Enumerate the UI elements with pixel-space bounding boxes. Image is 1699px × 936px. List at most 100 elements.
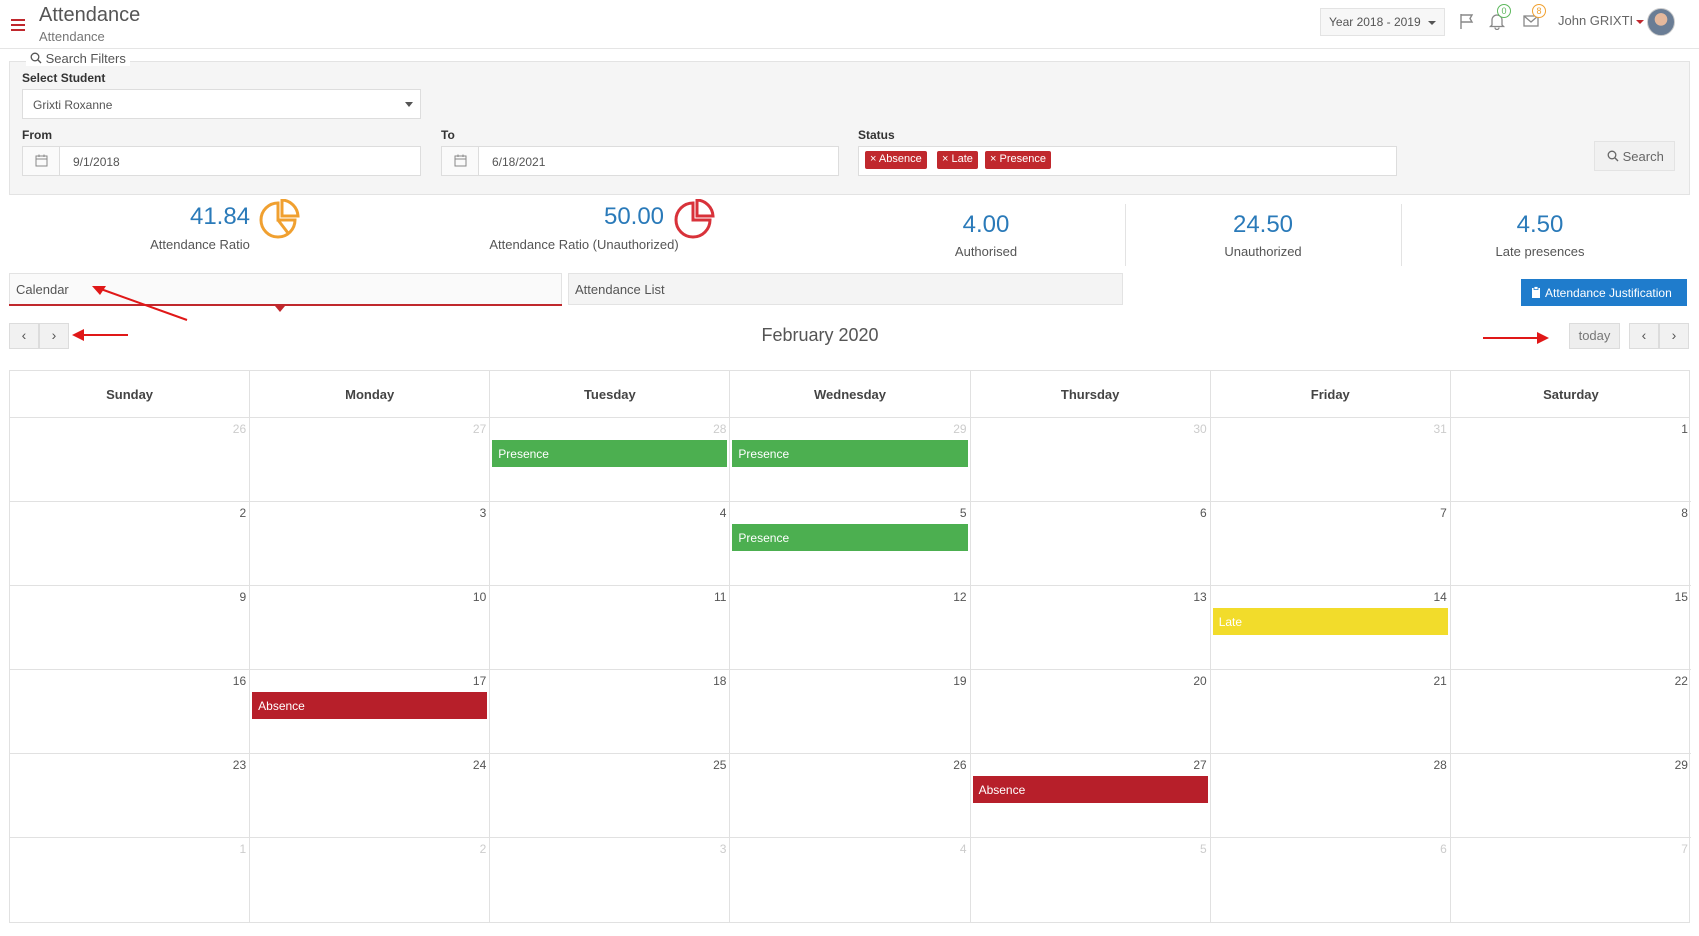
calendar-day-cell[interactable]: 24: [250, 754, 491, 838]
calendar-day-cell[interactable]: 11: [490, 586, 731, 670]
calendar-day-cell[interactable]: 29: [1450, 754, 1691, 838]
calendar-day-cell[interactable]: 10: [250, 586, 491, 670]
calendar-day-cell[interactable]: 8: [1450, 502, 1691, 586]
attendance-event-absence[interactable]: Absence: [252, 692, 488, 719]
calendar-day-cell[interactable]: 16: [10, 670, 251, 754]
calendar-day-cell[interactable]: 6: [1211, 838, 1451, 922]
annotation-arrow-icon: [1483, 332, 1549, 344]
user-name[interactable]: John GRIXTI: [1558, 13, 1634, 28]
calendar-day-cell[interactable]: 14 Late: [1210, 586, 1451, 670]
calendar-day-cell[interactable]: 26: [10, 418, 251, 502]
day-number: 2: [479, 842, 487, 856]
calendar-day-cell[interactable]: 22: [1450, 670, 1691, 754]
calendar-day-cell[interactable]: 5 Presence: [730, 502, 971, 586]
today-button[interactable]: today: [1569, 323, 1620, 349]
search-filters-legend: Search Filters: [26, 51, 130, 66]
calendar-day-cell[interactable]: 18: [490, 670, 731, 754]
calendar-day-cell[interactable]: 7: [1210, 502, 1451, 586]
attendance-event-presence[interactable]: Presence: [492, 440, 728, 467]
flag-icon[interactable]: [1458, 12, 1476, 30]
annotation-arrow-icon: [72, 329, 128, 341]
student-select[interactable]: Grixti Roxanne: [22, 89, 421, 119]
unauthorized-value: 24.50: [1232, 211, 1294, 238]
day-number: 23: [232, 758, 247, 772]
year-select[interactable]: Year 2018 - 2019: [1320, 8, 1445, 36]
calendar-day-cell[interactable]: 31: [1210, 418, 1451, 502]
day-number: 11: [713, 590, 727, 604]
calendar-day-cell[interactable]: 21: [1210, 670, 1451, 754]
calendar-day-cell[interactable]: 6: [970, 502, 1211, 586]
day-number: 3: [479, 506, 487, 520]
calendar-day-cell[interactable]: 27: [250, 418, 491, 502]
calendar-day-cell[interactable]: 4: [490, 502, 731, 586]
attendance-event-presence[interactable]: Presence: [732, 440, 968, 467]
avatar[interactable]: [1647, 8, 1675, 36]
day-number: 17: [472, 674, 487, 688]
status-tag-late[interactable]: × Late: [937, 151, 978, 169]
calendar-day-cell[interactable]: 1: [1450, 418, 1691, 502]
calendar-day-cell[interactable]: 28 Presence: [490, 418, 731, 502]
calendar-day-cell[interactable]: 3: [490, 838, 731, 922]
calendar-day-cell[interactable]: 9: [10, 586, 251, 670]
status-tag-presence[interactable]: × Presence: [985, 151, 1051, 169]
calendar-day-cell[interactable]: 17 Absence: [250, 670, 491, 754]
pie-chart-icon: [259, 199, 300, 239]
to-date-field[interactable]: 6/18/2021: [441, 146, 839, 176]
calendar-day-cell[interactable]: 4: [730, 838, 971, 922]
attendance-justification-button[interactable]: Attendance Justification: [1521, 279, 1687, 306]
day-number: 29: [953, 422, 967, 436]
envelope-icon[interactable]: [1522, 12, 1540, 30]
attendance-ratio-label: Attendance Ratio: [150, 237, 250, 252]
calendar-day-cell[interactable]: 19: [730, 670, 971, 754]
day-number: 10: [472, 590, 487, 604]
tab-attendance-list[interactable]: Attendance List: [568, 273, 1123, 305]
calendar-day-cell[interactable]: 23: [10, 754, 251, 838]
attendance-event-absence[interactable]: Absence: [972, 776, 1208, 803]
calendar-day-cell[interactable]: 30: [970, 418, 1211, 502]
to-label: To: [441, 128, 455, 142]
prev-month-button[interactable]: ‹: [9, 323, 39, 349]
day-number: 14: [1433, 590, 1447, 604]
tab-attendance-list-label: Attendance List: [575, 282, 665, 297]
day-number: 27: [472, 422, 487, 436]
calendar-day-cell[interactable]: 15: [1450, 586, 1691, 670]
search-button[interactable]: Search: [1594, 141, 1675, 171]
day-number: 9: [239, 590, 247, 604]
calendar-day-cell[interactable]: 26: [730, 754, 971, 838]
calendar-day-cell[interactable]: 12: [730, 586, 971, 670]
calendar-day-cell[interactable]: 2: [250, 838, 491, 922]
calendar-day-cell[interactable]: 27 Absence: [970, 754, 1211, 838]
calendar-day-cell[interactable]: 5: [971, 838, 1211, 922]
calendar-day-cell[interactable]: 25: [490, 754, 731, 838]
day-number: 28: [713, 422, 727, 436]
calendar-icon[interactable]: [442, 147, 479, 175]
next-month-button[interactable]: ›: [39, 323, 69, 349]
from-date-field[interactable]: 9/1/2018: [22, 146, 421, 176]
chevron-down-icon: [405, 102, 413, 107]
calendar-day-cell[interactable]: 13: [970, 586, 1211, 670]
calendar-day-cell[interactable]: 20: [970, 670, 1211, 754]
day-number: 5: [959, 506, 967, 520]
calendar-day-cell[interactable]: 3: [250, 502, 491, 586]
attendance-event-late[interactable]: Late: [1212, 608, 1448, 635]
hamburger-menu-icon[interactable]: [11, 19, 25, 31]
day-number: 24: [472, 758, 487, 772]
attendance-event-presence[interactable]: Presence: [732, 524, 968, 551]
calendar-day-cell[interactable]: 7: [1451, 838, 1691, 922]
day-number: 27: [1193, 758, 1207, 772]
day-number: 20: [1193, 674, 1207, 688]
day-number: 19: [953, 674, 967, 688]
tab-calendar-label: Calendar: [16, 282, 69, 297]
day-number: 12: [953, 590, 967, 604]
calendar-day-cell[interactable]: 1: [10, 838, 251, 922]
status-tag-absence[interactable]: × Absence: [865, 151, 927, 169]
next-month-button-right[interactable]: ›: [1659, 323, 1689, 349]
chevron-down-icon[interactable]: [1636, 20, 1644, 24]
calendar-day-cell[interactable]: 28: [1210, 754, 1451, 838]
calendar-day-cell[interactable]: 2: [10, 502, 251, 586]
status-multiselect[interactable]: × Absence × Late × Presence: [858, 146, 1397, 176]
calendar-day-cell[interactable]: 29 Presence: [730, 418, 971, 502]
stat-divider: [1401, 204, 1402, 266]
prev-month-button-right[interactable]: ‹: [1629, 323, 1659, 349]
calendar-icon[interactable]: [23, 147, 60, 175]
